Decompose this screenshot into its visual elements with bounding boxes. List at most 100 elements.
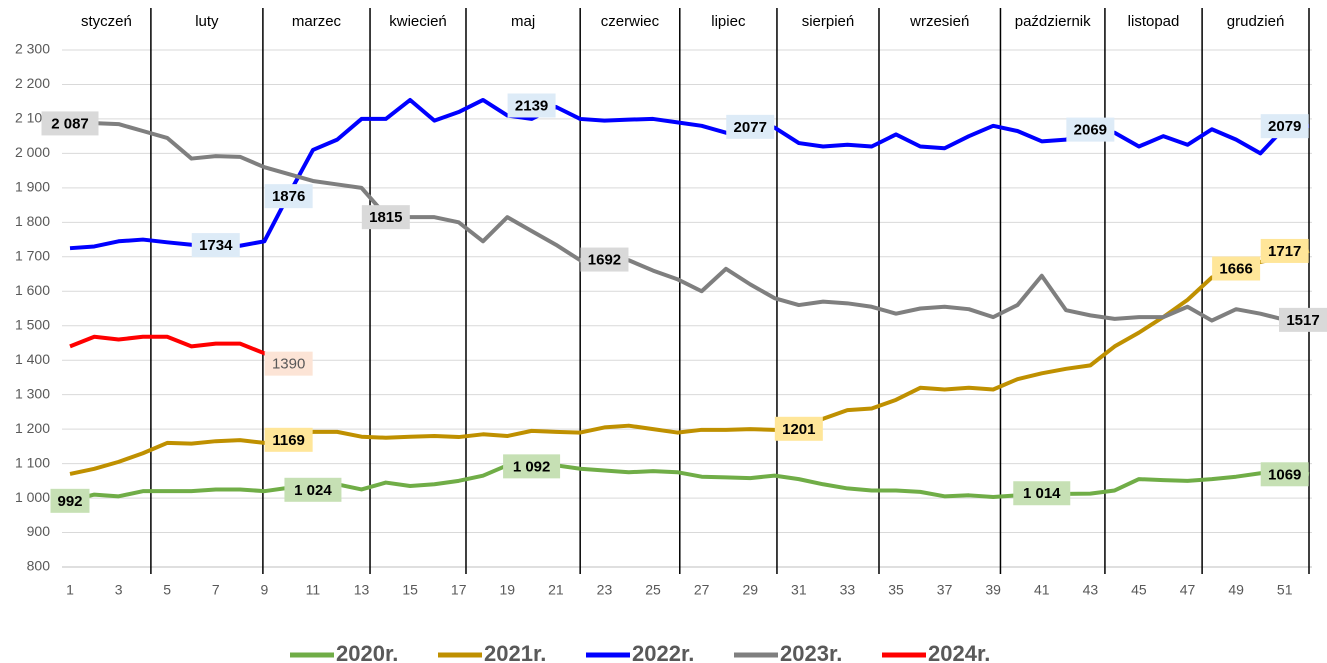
x-tick-label: 21 [548,582,564,598]
y-tick-label: 800 [27,558,51,574]
data-label-box [1260,238,1309,263]
data-label-box [774,416,823,441]
x-tick-label: 47 [1180,582,1196,598]
legend-label: 2023r. [780,641,842,663]
data-label: 2077 [734,119,767,136]
data-label-box [191,233,240,258]
series-line [69,97,1310,251]
data-label-box [507,93,556,118]
legend-label: 2020r. [336,641,398,663]
y-tick-label: 1 400 [15,351,50,367]
y-tick-label: 1 600 [15,282,50,298]
x-tick-label: 9 [260,582,268,598]
month-label: styczeń [81,13,132,30]
month-label: listopad [1128,13,1180,30]
x-tick-label: 11 [306,582,321,598]
y-tick-label: 900 [27,523,51,539]
month-label: sierpień [802,13,855,30]
data-label: 1390 [272,356,305,373]
data-label-box [264,351,313,376]
data-label: 2069 [1074,122,1107,139]
data-label: 1717 [1268,243,1301,260]
legend-label: 2024r. [928,641,990,663]
data-label: 2079 [1268,118,1301,135]
data-label-box [1013,481,1071,506]
x-tick-label: 39 [985,582,1001,598]
data-label: 992 [57,493,82,510]
x-tick-label: 25 [645,582,661,598]
y-tick-label: 2 200 [15,75,50,91]
series-line [69,334,290,366]
series-line [69,116,1309,323]
x-tick-label: 49 [1228,582,1244,598]
data-label: 1 092 [513,458,551,475]
data-label: 1069 [1268,466,1301,483]
data-label: 2 087 [51,115,89,132]
data-label-box [1260,462,1309,487]
month-label: czerwiec [601,13,660,30]
y-tick-label: 2 100 [15,110,50,126]
x-tick-label: 31 [791,582,807,598]
data-label: 1 014 [1023,485,1061,502]
y-tick-label: 1 500 [15,316,50,332]
data-label-box [361,205,410,230]
data-label-box [580,247,629,272]
data-label-box [1066,117,1115,142]
data-label-box [1212,256,1261,281]
data-label-box [1279,307,1327,332]
x-tick-label: 41 [1034,582,1050,598]
x-tick-label: 27 [694,582,710,598]
data-label-box [50,488,90,513]
x-tick-label: 45 [1131,582,1147,598]
y-tick-label: 1 000 [15,489,50,505]
data-label-box [284,477,342,502]
x-tick-label: 35 [888,582,904,598]
data-label-box [1260,114,1309,139]
x-tick-label: 7 [212,582,220,598]
x-tick-label: 29 [742,582,758,598]
data-label-box [264,427,313,452]
y-tick-label: 1 100 [15,454,50,470]
data-label: 2139 [515,97,548,114]
data-label-box [503,454,561,479]
x-tick-label: 5 [163,582,171,598]
data-label: 1517 [1286,312,1319,329]
x-tick-label: 1 [66,582,74,598]
data-label-box [41,111,99,136]
x-tick-label: 3 [115,582,123,598]
x-tick-label: 17 [451,582,467,598]
y-tick-label: 1 700 [15,248,50,264]
data-label: 1692 [588,252,621,269]
month-label: marzec [292,13,342,30]
y-tick-label: 2 000 [15,144,50,160]
month-label: luty [195,13,219,30]
y-tick-label: 1 900 [15,179,50,195]
data-label: 1201 [782,421,815,438]
month-label: październik [1015,13,1091,30]
data-label-box [264,184,313,209]
data-label: 1169 [272,432,305,449]
month-label: maj [511,13,535,30]
x-tick-label: 43 [1083,582,1099,598]
legend-label: 2022r. [632,641,694,663]
data-label: 1666 [1219,260,1252,277]
x-tick-label: 33 [840,582,856,598]
y-tick-label: 1 300 [15,385,50,401]
data-label: 1734 [199,237,233,254]
month-label: wrzesień [909,13,969,30]
data-label-box [726,114,775,139]
y-tick-label: 2 300 [15,41,50,57]
x-tick-label: 15 [402,582,418,598]
x-tick-label: 13 [354,582,370,598]
data-label: 1815 [369,209,402,226]
x-tick-label: 51 [1277,582,1293,598]
month-label: lipiec [711,13,746,30]
month-label: grudzień [1227,13,1285,30]
data-label: 1 024 [294,482,332,499]
y-tick-label: 1 800 [15,213,50,229]
x-tick-label: 37 [937,582,953,598]
x-tick-label: 23 [597,582,613,598]
x-tick-label: 19 [500,582,516,598]
month-label: kwiecień [389,13,447,30]
